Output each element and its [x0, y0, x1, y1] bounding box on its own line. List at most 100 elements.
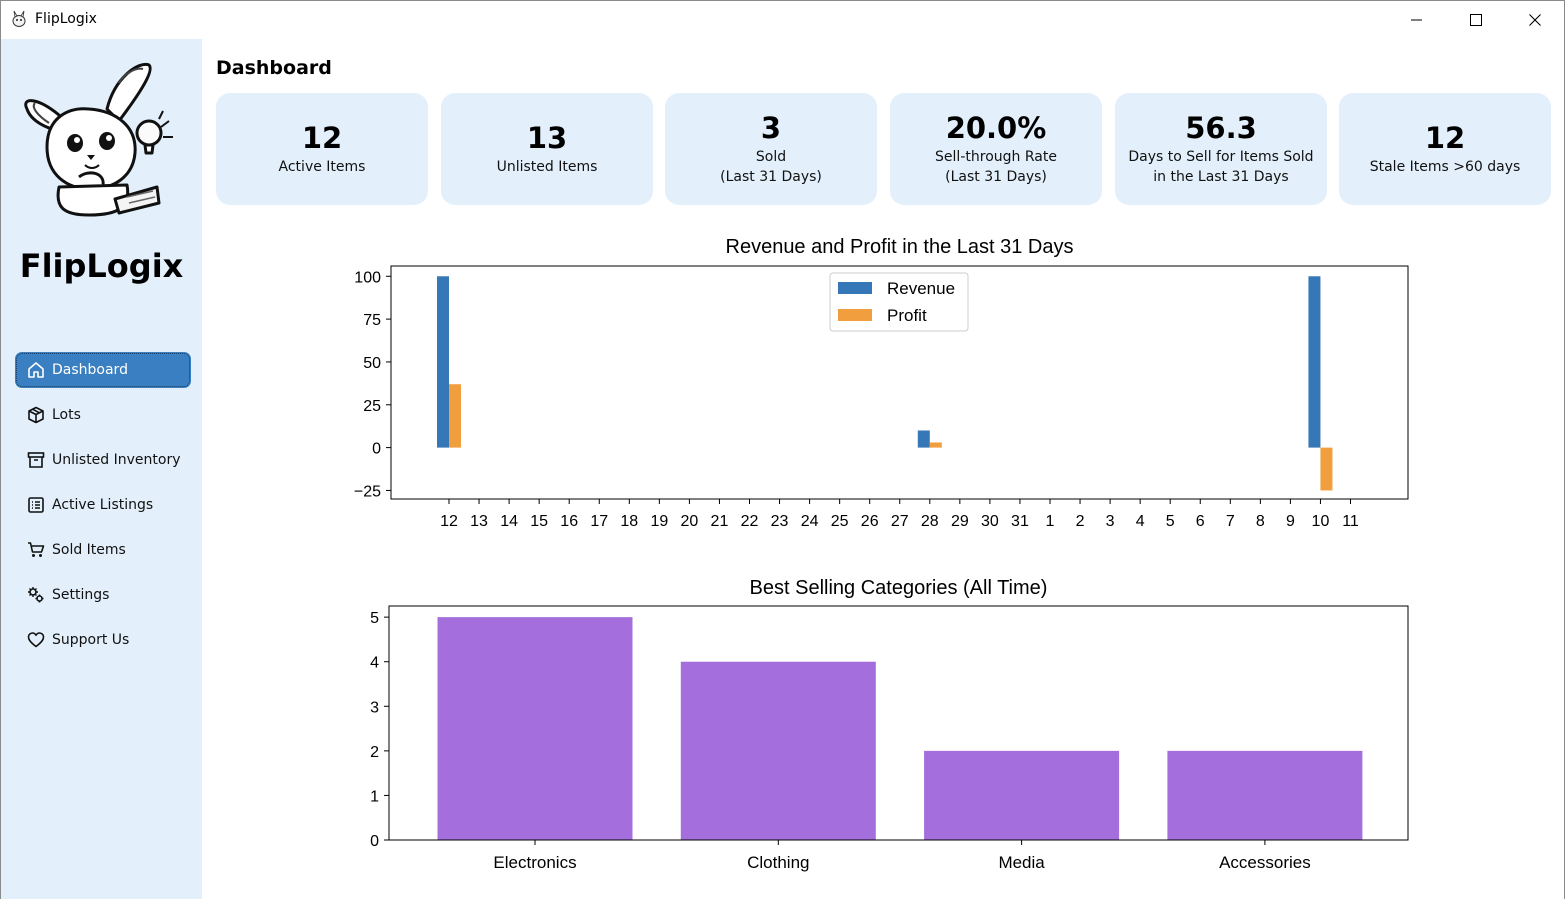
x-tick-label: Clothing — [747, 853, 809, 872]
revenue-profit-chart: Revenue and Profit in the Last 31 Days10… — [354, 236, 1409, 530]
bar-revenue — [437, 276, 449, 448]
plot-frame — [388, 605, 1409, 841]
y-tick-label: 0 — [372, 441, 381, 458]
sidebar-item-settings[interactable]: Settings — [15, 577, 191, 613]
x-tick-label: 8 — [1256, 513, 1265, 530]
x-tick-label: 15 — [530, 513, 548, 530]
sidebar-item-label: Settings — [52, 587, 110, 603]
x-tick-label: 21 — [711, 513, 729, 530]
stat-value: 13 — [526, 121, 568, 155]
y-tick-label: 100 — [354, 269, 381, 286]
sidebar-item-label: Lots — [52, 407, 81, 423]
x-tick-label: 5 — [1166, 513, 1175, 530]
x-tick-label: 18 — [620, 513, 638, 530]
stat-value: 56.3 — [1185, 111, 1257, 145]
sidebar-item-label: Sold Items — [52, 542, 126, 558]
x-tick-label: Accessories — [1219, 853, 1311, 872]
sidebar-item-sold-items[interactable]: Sold Items — [15, 532, 191, 568]
y-tick-label: 4 — [370, 655, 379, 672]
stat-value: 12 — [301, 121, 343, 155]
x-tick-label: 3 — [1106, 513, 1115, 530]
maximize-button[interactable] — [1447, 1, 1505, 39]
stat-value: 3 — [760, 111, 782, 145]
x-tick-label: 24 — [801, 513, 819, 530]
stat-label: Days to Sell for Items Sold in the Last 3… — [1128, 149, 1314, 185]
x-tick-label: 25 — [831, 513, 849, 530]
bar-accessories — [1167, 750, 1363, 840]
chart-title: Revenue and Profit in the Last 31 Days — [726, 236, 1074, 258]
x-tick-label: 1 — [1046, 513, 1055, 530]
bar-profit — [1320, 447, 1333, 491]
stat-label: Active Items — [278, 159, 366, 175]
x-tick-label: 4 — [1136, 513, 1145, 530]
minimize-icon — [1411, 19, 1422, 21]
legend-label-profit: Profit — [887, 306, 927, 325]
x-tick-label: 12 — [440, 513, 458, 530]
sidebar-item-lots[interactable]: Lots — [15, 397, 191, 433]
sidebar-item-label: Dashboard — [52, 362, 128, 378]
sidebar-item-label: Active Listings — [52, 497, 154, 513]
y-tick-label: 50 — [363, 355, 381, 372]
sidebar-item-active-listings[interactable]: Active Listings — [15, 487, 191, 523]
bar-revenue — [1308, 276, 1321, 448]
x-tick-label: 23 — [771, 513, 789, 530]
x-tick-label: 27 — [891, 513, 909, 530]
stat-card-stale-items: 12 Stale Items >60 days — [1339, 93, 1551, 205]
x-tick-label: 31 — [1011, 513, 1029, 530]
x-tick-label: 10 — [1312, 513, 1330, 530]
list-icon — [28, 497, 44, 513]
legend-swatch-profit — [838, 309, 872, 321]
x-tick-label: 19 — [650, 513, 668, 530]
best-selling-categories-chart: Best Selling Categories (All Time) 5 4 3 2 1 0… — [370, 577, 1409, 872]
heart-icon — [27, 632, 45, 648]
bar-revenue — [917, 430, 930, 448]
x-tick-label: 9 — [1286, 513, 1295, 530]
sidebar-item-label: Support Us — [52, 632, 130, 648]
x-tick-label: 7 — [1226, 513, 1235, 530]
sidebar-item-label: Unlisted Inventory — [52, 452, 181, 468]
app-logo-icon — [12, 10, 26, 27]
box-icon — [28, 406, 44, 424]
sidebar-item-unlisted-inventory[interactable]: Unlisted Inventory — [15, 442, 191, 478]
home-icon — [28, 362, 44, 378]
y-tick-label: 1 — [370, 788, 379, 805]
y-tick-label: 0 — [370, 833, 379, 850]
x-tick-label: 14 — [500, 513, 518, 530]
y-tick-label: −25 — [354, 483, 381, 500]
x-tick-label: Electronics — [493, 853, 576, 872]
x-tick-label: 17 — [590, 513, 608, 530]
stat-label: Sell-through Rate (Last 31 Days) — [935, 149, 1057, 185]
bar-media — [924, 750, 1120, 840]
archive-icon — [27, 452, 45, 468]
bar-profit — [929, 442, 942, 448]
main-content: Dashboard 12 Active Items 13 Unlisted It… — [202, 39, 1564, 899]
stat-value: 12 — [1424, 121, 1466, 155]
stat-card-sold: 3 Sold (Last 31 Days) — [665, 93, 877, 205]
x-tick-label: 11 — [1342, 513, 1359, 530]
minimize-button[interactable] — [1388, 1, 1446, 39]
maximize-icon — [1470, 14, 1482, 26]
cart-icon — [28, 542, 45, 557]
x-tick-label: 26 — [861, 513, 879, 530]
x-tick-label: 20 — [681, 513, 699, 530]
y-tick-label: 2 — [370, 744, 379, 761]
gears-icon — [28, 587, 44, 603]
x-tick-label: 6 — [1196, 513, 1205, 530]
x-tick-label: 30 — [981, 513, 999, 530]
sidebar-item-support-us[interactable]: Support Us — [15, 622, 191, 658]
legend-label-revenue: Revenue — [887, 279, 955, 298]
x-tick-label: 28 — [921, 513, 939, 530]
bar-profit — [449, 384, 461, 448]
title-bar[interactable]: FlipLogix — [1, 1, 1564, 39]
x-tick-label: 16 — [560, 513, 578, 530]
close-button[interactable] — [1506, 1, 1564, 39]
legend-swatch-revenue — [838, 282, 872, 294]
y-tick-label: 3 — [370, 699, 379, 716]
bunny-mascot-logo — [24, 62, 173, 217]
stat-card-active-items: 12 Active Items — [216, 93, 428, 205]
window-title: FlipLogix — [35, 11, 97, 27]
x-tick-label: Media — [998, 853, 1045, 872]
sidebar: FlipLogix Dashboard Lots Unlisted Invent… — [1, 39, 202, 899]
sidebar-item-dashboard[interactable]: Dashboard — [15, 352, 191, 388]
bar-electronics — [437, 617, 633, 840]
